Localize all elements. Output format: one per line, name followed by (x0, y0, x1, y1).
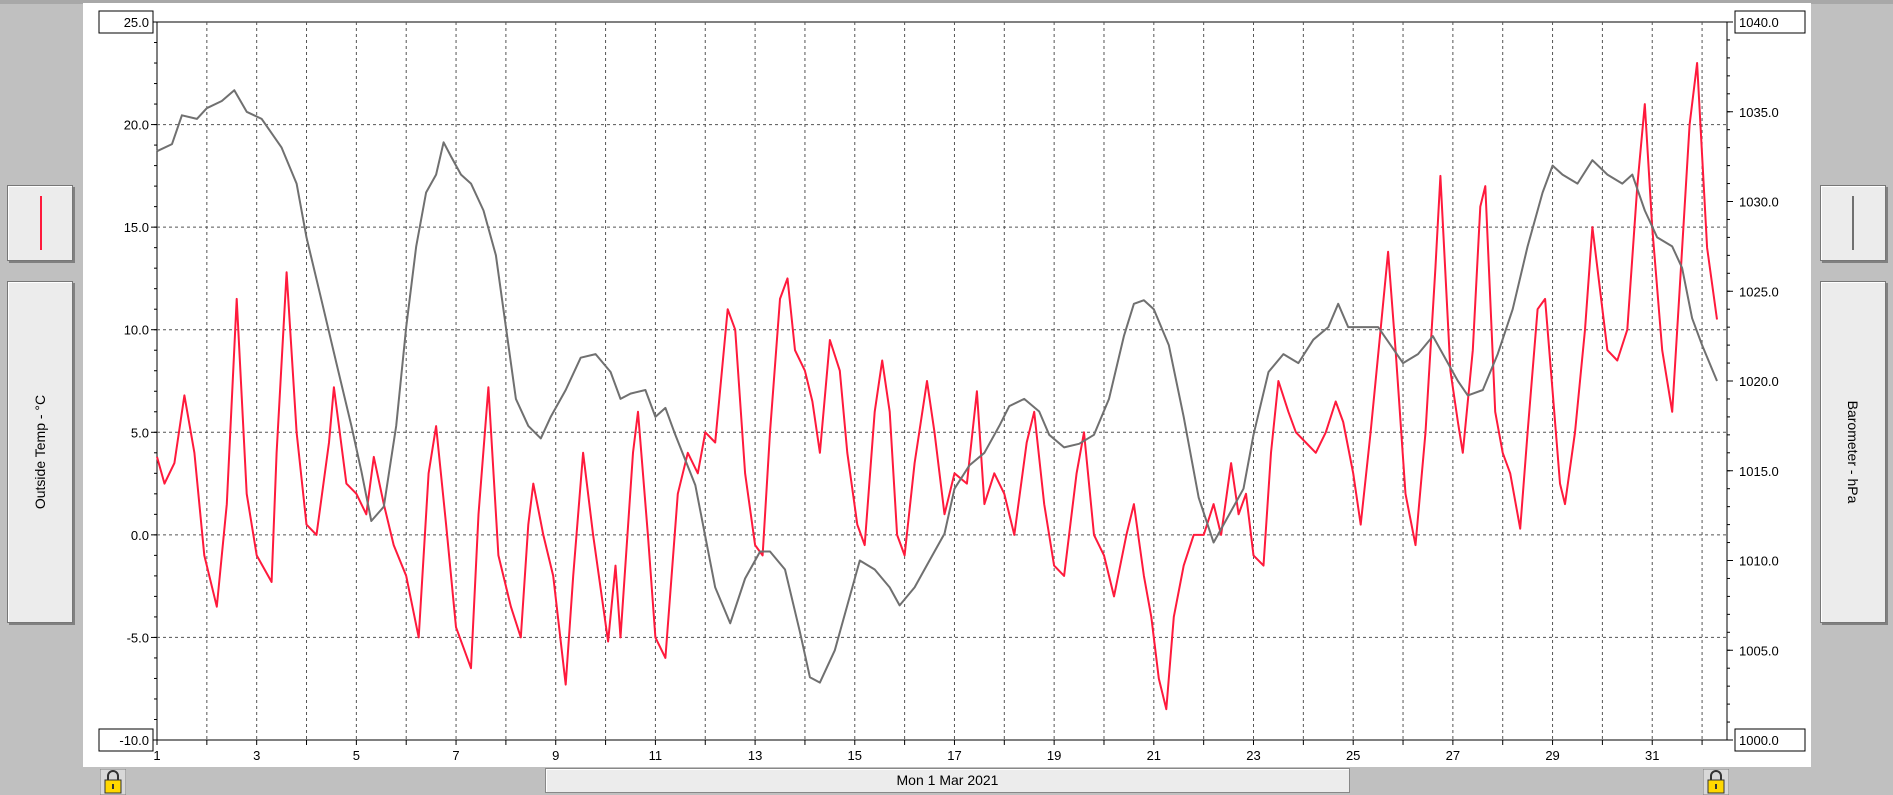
y-right-bound-box (1734, 10, 1806, 34)
y-left-bound-box (98, 728, 154, 752)
chart-svg[interactable]: 25.0 20.0 15.0 10.0 5.0 0.0 -5.0 -10.0 1040.0 103… (83, 3, 1811, 767)
chart-panel: 25.0 20.0 15.0 10.0 5.0 0.0 -5.0 -10.0 1040.0 103… (83, 3, 1811, 767)
right-axis-label: Barometer - hPa (1845, 400, 1861, 504)
red-line-swatch-icon (40, 196, 42, 250)
x-tick-label: 29 (1545, 748, 1559, 763)
y-left-tick-label: 5.0 (131, 425, 149, 440)
y-right-tick-label: 1025.0 (1739, 284, 1779, 299)
x-tick-label: 21 (1147, 748, 1161, 763)
x-tick-label: 5 (353, 748, 360, 763)
y-right-tick-label: 1040.0 (1739, 15, 1779, 30)
left-axis-label: Outside Temp - °C (32, 394, 48, 510)
y-right-tick-label: 1030.0 (1739, 195, 1779, 210)
y-left-tick-label: 10.0 (124, 323, 149, 338)
x-tick-label: 1 (153, 748, 160, 763)
y-right-tick-label: 1005.0 (1739, 643, 1779, 658)
pressure-legend-swatch[interactable] (1820, 185, 1886, 261)
y-right-tick-label: 1015.0 (1739, 464, 1779, 479)
y-left-tick-label: 20.0 (124, 118, 149, 133)
y-right-tick-label: 1020.0 (1739, 374, 1779, 389)
y-right-tick-label: 1035.0 (1739, 105, 1779, 120)
lock-icon[interactable] (1703, 769, 1729, 795)
x-tick-label: 25 (1346, 748, 1360, 763)
y-left-tick-label: 0.0 (131, 528, 149, 543)
x-tick-label: 17 (947, 748, 961, 763)
x-tick-label: 23 (1246, 748, 1260, 763)
y-right-tick-label: 1000.0 (1739, 733, 1779, 748)
temp-legend-swatch[interactable] (7, 185, 73, 261)
y-right-tick-label: 1010.0 (1739, 554, 1779, 569)
left-axis-label-panel: Outside Temp - °C (7, 281, 73, 623)
lock-icon[interactable] (100, 769, 126, 795)
y-left-tick-label: -10.0 (119, 733, 149, 748)
y-left-tick-label: 25.0 (124, 15, 149, 30)
y-left-bound-box (98, 10, 154, 34)
gray-line-swatch-icon (1852, 196, 1854, 250)
x-tick-label: 11 (649, 748, 663, 763)
temperature-series-line (156, 62, 1718, 711)
plot-area (156, 21, 1728, 741)
date-bar[interactable]: Mon 1 Mar 2021 (545, 768, 1350, 793)
y-left-tick-label: 15.0 (124, 220, 149, 235)
x-tick-label: 13 (748, 748, 762, 763)
y-right-bound-box (1734, 728, 1806, 752)
x-tick-label: 9 (552, 748, 559, 763)
y-left-tick-label: -5.0 (127, 630, 149, 645)
right-axis-label-panel: Barometer - hPa (1820, 281, 1886, 623)
x-tick-label: 7 (452, 748, 459, 763)
x-tick-label: 31 (1645, 748, 1659, 763)
top-strip (0, 0, 1893, 4)
x-tick-label: 15 (848, 748, 862, 763)
x-tick-label: 27 (1446, 748, 1460, 763)
x-tick-label: 19 (1047, 748, 1061, 763)
x-tick-label: 3 (253, 748, 260, 763)
pressure-series-line (156, 89, 1718, 684)
